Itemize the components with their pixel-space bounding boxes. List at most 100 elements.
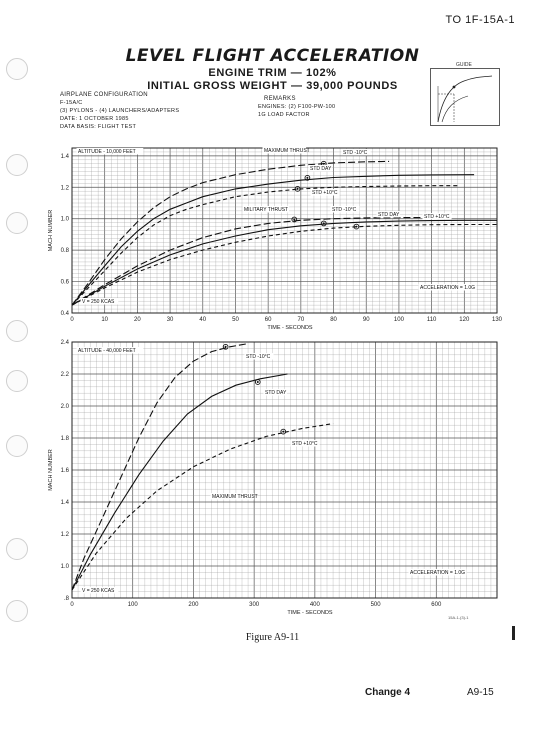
configuration-line: F-15A/C <box>60 100 83 106</box>
label-background <box>422 213 452 220</box>
series-marker-dot <box>355 225 358 228</box>
y-tick-label: 2.2 <box>61 372 70 378</box>
series-line <box>71 223 497 306</box>
y-tick-label: 0.6 <box>61 280 70 286</box>
figure-caption: Figure A9-11 <box>245 632 300 643</box>
label-background <box>80 298 119 305</box>
x-tick-label: 100 <box>394 317 405 323</box>
series-marker <box>280 428 287 435</box>
binder-hole <box>6 320 28 342</box>
label-background <box>308 165 332 172</box>
series-marker-dot <box>224 345 227 348</box>
x-tick-label: 50 <box>232 317 239 323</box>
series-label-std-minus-10: STD -10°C <box>246 354 271 360</box>
annotation-maximum-thrust: MAXIMUM THRUST <box>264 148 310 154</box>
binder-hole <box>6 435 28 457</box>
x-tick-label: 70 <box>298 317 305 323</box>
binder-hole <box>6 370 28 392</box>
y-tick-label: 0.8 <box>61 248 70 254</box>
binder-hole <box>6 58 28 80</box>
x-tick-label: 100 <box>128 602 139 608</box>
series-marker-dot <box>322 162 325 165</box>
label-background <box>76 347 144 354</box>
x-tick-label: 130 <box>492 317 503 323</box>
series-line <box>71 219 497 306</box>
series-label-std-plus-10: STD +10°C <box>292 441 318 447</box>
series-marker-dot <box>256 381 259 383</box>
series-line <box>71 185 458 306</box>
x-axis-label: TIME - SECONDS <box>267 325 313 331</box>
configuration-heading: AIRPLANE CONFIGURATION <box>60 92 148 98</box>
series-label-std-day: STD DAY <box>265 390 287 396</box>
change-number: Change 4 <box>365 687 411 698</box>
y-tick-label: 1.6 <box>61 468 70 474</box>
series-label-std-minus-10: STD -10°C <box>343 150 368 156</box>
label-background <box>244 353 274 360</box>
binder-hole <box>6 154 28 176</box>
x-tick-label: 110 <box>427 317 437 323</box>
y-tick-label: 2.0 <box>61 404 70 410</box>
y-axis-label: MACH NUMBER <box>48 210 54 252</box>
x-tick-label: 80 <box>330 317 337 323</box>
y-axis-label: MACH NUMBER <box>48 449 54 491</box>
series-marker <box>291 216 298 223</box>
series-label-mil-std-day: STD DAY <box>378 212 400 218</box>
y-tick-label: 2.4 <box>61 340 70 346</box>
label-background <box>290 440 320 447</box>
remarks-line: 1G LOAD FACTOR <box>258 112 310 118</box>
series-marker <box>222 343 229 350</box>
label-background <box>210 493 255 500</box>
label-background <box>341 149 371 156</box>
document-id: TO 1F-15A-1 <box>445 14 515 26</box>
page-number: A9-15 <box>467 687 494 698</box>
x-tick-label: 0 <box>70 317 74 323</box>
series-line <box>71 174 475 306</box>
configuration-line: (3) PYLONS - (4) LAUNCHERS/ADAPTERS <box>60 108 180 114</box>
remarks-line: ENGINES: (2) F100-PW-100 <box>258 104 336 110</box>
label-background <box>408 569 467 576</box>
chart-10000-feet: 0 10 20 30 40 50 60 70 80 90 100 110 120 130 0.4 0.6 0.8… <box>48 147 503 331</box>
annotation-velocity: V = 250 KCAS <box>82 299 115 305</box>
x-axis-label: TIME - SECONDS <box>287 610 333 616</box>
binder-hole <box>6 538 28 560</box>
annotation-acceleration: ACCELERATION = 1.0G <box>410 570 465 576</box>
x-tick-label: 600 <box>431 602 442 608</box>
series-line <box>71 373 288 591</box>
y-tick-label: 1.8 <box>61 436 70 442</box>
series-line <box>71 160 390 306</box>
annotation-maximum-thrust: MAXIMUM THRUST <box>212 494 258 500</box>
annotation-velocity: V = 250 KCAS <box>82 588 115 594</box>
label-background <box>310 189 340 196</box>
x-tick-label: 40 <box>199 317 206 323</box>
label-background <box>80 587 119 594</box>
subtitle-engine-trim: ENGINE TRIM — 102% <box>208 67 337 79</box>
series-marker <box>353 223 360 230</box>
configuration-line: DATE: 1 OCTOBER 1985 <box>60 116 129 122</box>
guide-inset: GUIDE <box>430 60 500 126</box>
series-label-std-day: STD DAY <box>310 166 332 172</box>
x-tick-label: 20 <box>134 317 141 323</box>
label-background <box>76 148 144 155</box>
page-title: LEVEL FLIGHT ACCELERATION <box>125 46 420 66</box>
y-tick-label: 1.2 <box>61 185 70 191</box>
guide-diagram: GUIDE <box>430 62 500 126</box>
label-background <box>376 211 400 218</box>
y-tick-label: 0.4 <box>61 311 70 317</box>
x-tick-label: 300 <box>249 602 260 608</box>
y-tick-label: 1.0 <box>61 564 70 570</box>
x-tick-label: 0 <box>70 602 74 608</box>
configuration-line: DATA BASIS: FLIGHT TEST <box>60 124 137 130</box>
series-label-std-plus-10: STD +10°C <box>312 190 338 196</box>
x-tick-label: 400 <box>310 602 321 608</box>
series-marker <box>254 379 261 385</box>
y-tick-label: 1.0 <box>61 217 70 223</box>
series-marker <box>304 175 311 181</box>
series-line <box>71 343 249 591</box>
label-background <box>418 284 477 291</box>
series-marker-dot <box>306 176 309 179</box>
y-tick-label: 1.4 <box>61 500 70 506</box>
figure-reference-code: 15A-1-(3)-1 <box>448 615 469 620</box>
remarks-heading: REMARKS <box>264 96 296 102</box>
y-tick-label: .8 <box>64 596 70 602</box>
label-background <box>262 147 307 154</box>
